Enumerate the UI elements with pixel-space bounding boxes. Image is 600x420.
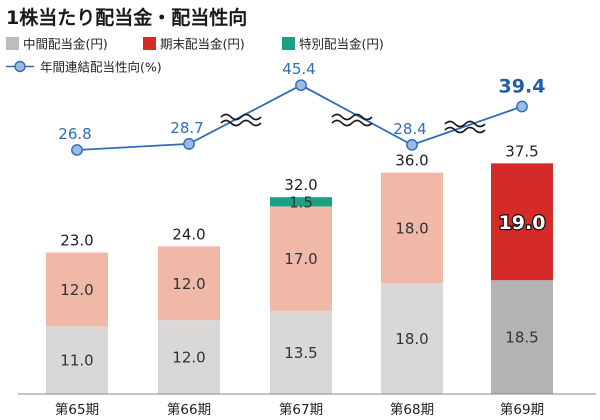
segment-value-label: 1.5 <box>289 193 313 211</box>
axis-break-icon <box>220 113 262 127</box>
category-label: 第66期 <box>167 401 211 418</box>
segment-value-label: 12.0 <box>60 281 93 299</box>
segment-value-label: 18.0 <box>395 219 428 237</box>
legend-label: 年間連結配当性向(%) <box>40 60 162 75</box>
segment-value-label: 12.0 <box>172 275 205 293</box>
axis-break-icon <box>331 113 373 127</box>
line-value-label: 28.4 <box>393 120 426 138</box>
bar-segment-interim <box>491 280 553 394</box>
bar-segment-yearend <box>46 252 108 327</box>
bar-segment-special <box>270 197 332 207</box>
gray-square-icon <box>6 37 19 50</box>
bar-total-label: 32.0 <box>284 176 317 194</box>
bar-segment-yearend <box>381 172 443 284</box>
axis-break-wave <box>220 119 262 127</box>
payout-ratio-path <box>76 84 523 151</box>
segment-value-label: 18.0 <box>395 330 428 348</box>
axis-break-wave <box>331 113 373 121</box>
axis-break-icon <box>444 120 486 134</box>
bar-segment-interim <box>46 326 108 394</box>
segment-value-label: 19.0 <box>499 212 546 234</box>
bar-total-label: 37.5 <box>505 142 538 160</box>
line-point <box>516 100 528 113</box>
chart-title: 1株当たり配当金・配当性向 <box>6 6 247 29</box>
line-value-label: 26.8 <box>58 125 91 143</box>
bar-segment-interim <box>270 310 332 394</box>
segment-value-label: 12.0 <box>172 349 205 367</box>
segment-value-label: 13.5 <box>284 344 317 362</box>
axis-break-wave <box>331 119 373 127</box>
bar-segment-yearend <box>491 163 553 281</box>
legend-label: 中間配当金(円) <box>23 37 108 52</box>
bar-segment-yearend <box>158 246 220 321</box>
line-value-label: 39.4 <box>499 76 546 98</box>
axis-break-wave <box>444 126 486 134</box>
segment-value-label: 11.0 <box>60 352 93 370</box>
line-marker-icon <box>6 60 34 73</box>
x-axis-categories: 第65期 第66期 第67期 第68期 第69期 <box>55 401 544 418</box>
category-label: 第65期 <box>55 401 99 418</box>
red-square-icon <box>143 37 156 50</box>
bar-segment-yearend <box>270 206 332 311</box>
bar-series: 11.0 12.0 23.0 12.0 12.0 24.0 13.5 17.0 1.532.0 1… <box>46 142 553 394</box>
category-label: 第67期 <box>279 401 323 418</box>
category-label: 第69期 <box>500 401 544 418</box>
bar-total-label: 36.0 <box>395 152 428 170</box>
payout-ratio-line: 26.8 28.7 45.4 28.4 39.4 <box>58 60 546 156</box>
line-point <box>71 144 83 156</box>
line-value-label: 45.4 <box>282 60 315 78</box>
bar-total-label: 24.0 <box>172 225 205 243</box>
line-value-label: 28.7 <box>170 119 203 137</box>
bar-segment-interim <box>158 320 220 394</box>
axis-break-wave <box>220 113 262 121</box>
segment-value-label: 17.0 <box>284 250 317 268</box>
category-label: 第68期 <box>390 401 434 418</box>
legend-line-marker <box>14 60 26 73</box>
segment-value-label: 18.5 <box>505 329 538 347</box>
legend-label: 期末配当金(円) <box>160 37 245 52</box>
bar-total-label: 23.0 <box>60 232 93 250</box>
green-square-icon <box>282 37 295 50</box>
line-point <box>406 138 418 151</box>
legend: 中間配当金(円) 期末配当金(円) 特別配当金(円) 年間連結配当性向(%) <box>6 37 384 75</box>
legend-label: 特別配当金(円) <box>299 37 384 52</box>
axis-break-wave <box>444 120 486 128</box>
line-point <box>183 138 195 150</box>
line-point <box>295 79 307 92</box>
bar-segment-interim <box>381 283 443 394</box>
